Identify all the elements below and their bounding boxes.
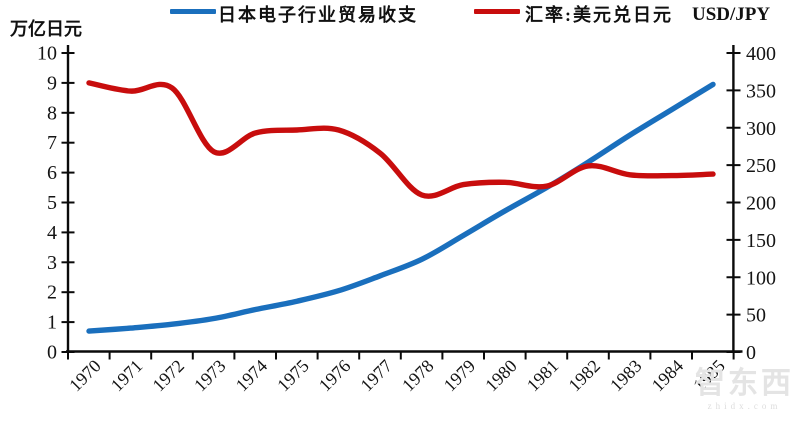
left-tick-label: 10 bbox=[37, 43, 57, 65]
x-tick-label: 1983 bbox=[606, 356, 646, 396]
x-tick-label: 1972 bbox=[148, 356, 188, 396]
right-axis-title: USD/JPY bbox=[692, 4, 771, 25]
x-tick-label: 1973 bbox=[190, 356, 230, 396]
left-axis-title: 万亿日元 bbox=[10, 19, 82, 39]
legend-swatch-trade-balance bbox=[170, 9, 216, 14]
left-tick-label: 0 bbox=[47, 342, 57, 364]
left-tick-label: 2 bbox=[47, 282, 57, 304]
x-tick-label: 1984 bbox=[648, 356, 688, 396]
right-tick-label: 150 bbox=[746, 230, 776, 252]
left-tick-label: 3 bbox=[47, 252, 57, 274]
left-tick-label: 1 bbox=[47, 312, 57, 334]
x-tick-label: 1976 bbox=[315, 356, 355, 396]
x-tick-label: 1970 bbox=[65, 356, 105, 396]
data-series-lines bbox=[86, 80, 716, 334]
right-tick-label: 350 bbox=[746, 80, 776, 102]
right-tick-label: 100 bbox=[746, 267, 776, 289]
x-tick-label: 1978 bbox=[398, 356, 438, 396]
right-tick-label: 200 bbox=[746, 193, 776, 215]
right-tick-label: 300 bbox=[746, 118, 776, 140]
x-tick-label: 1975 bbox=[273, 356, 313, 396]
x-tick-label: 1974 bbox=[232, 356, 272, 396]
left-tick-label: 9 bbox=[47, 72, 57, 94]
axes bbox=[66, 45, 743, 353]
exchange-rate-line bbox=[86, 80, 716, 199]
x-tick-label: 1977 bbox=[356, 356, 396, 396]
right-tick-label: 50 bbox=[746, 305, 766, 327]
trade-balance-line bbox=[86, 81, 716, 334]
x-tick-label: 1985 bbox=[689, 356, 729, 396]
right-tick-label: 0 bbox=[746, 342, 756, 364]
axis-ticks bbox=[61, 52, 741, 360]
legend-swatch-exchange-rate bbox=[474, 9, 520, 14]
right-tick-label: 250 bbox=[746, 155, 776, 177]
left-tick-label: 5 bbox=[47, 192, 57, 214]
left-tick-label: 4 bbox=[47, 222, 57, 244]
x-tick-label: 1980 bbox=[481, 356, 521, 396]
left-tick-label: 8 bbox=[47, 102, 57, 124]
right-tick-label: 400 bbox=[746, 43, 776, 65]
x-tick-label: 1979 bbox=[440, 356, 480, 396]
x-tick-label: 1982 bbox=[564, 356, 604, 396]
x-tick-label: 1981 bbox=[523, 356, 563, 396]
legend-label-trade-balance: 日本电子行业贸易收支 bbox=[218, 5, 418, 25]
axis-tick-labels: 0123456789100501001502002503003504001970… bbox=[37, 43, 776, 396]
x-tick-label: 1971 bbox=[107, 356, 147, 396]
legend-label-exchange-rate: 汇率:美元兑日元 bbox=[525, 5, 673, 25]
left-tick-label: 7 bbox=[47, 132, 57, 154]
left-tick-label: 6 bbox=[47, 162, 57, 184]
